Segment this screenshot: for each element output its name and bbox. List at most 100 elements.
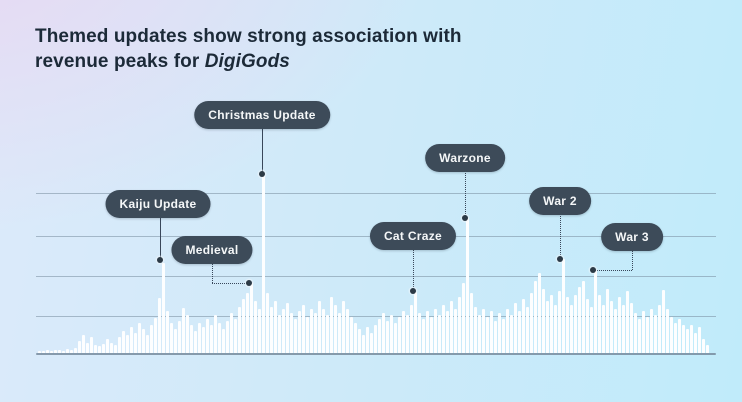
revenue-bar — [74, 348, 77, 353]
annotation-pill-christmas-update: Christmas Update — [194, 101, 330, 129]
gridline — [36, 316, 716, 317]
revenue-bar — [594, 270, 597, 353]
revenue-bar — [166, 311, 169, 353]
annotation-dot-warzone — [462, 215, 468, 221]
revenue-bar — [154, 318, 157, 353]
revenue-bar — [582, 281, 585, 353]
revenue-bar — [266, 293, 269, 353]
annotation-pill-war-2: War 2 — [529, 187, 591, 215]
revenue-bar — [506, 309, 509, 353]
revenue-bar — [526, 307, 529, 353]
revenue-bar — [242, 299, 245, 353]
revenue-bar — [122, 331, 125, 353]
revenue-bar — [110, 343, 113, 353]
revenue-bar — [202, 327, 205, 353]
revenue-bar — [486, 317, 489, 353]
revenue-bar — [42, 351, 45, 353]
revenue-bar — [482, 309, 485, 353]
revenue-bar — [218, 323, 221, 353]
annotation-connector-warzone — [465, 171, 466, 218]
annotation-dot-cat-craze — [410, 288, 416, 294]
revenue-bar — [70, 350, 73, 353]
revenue-bar — [226, 321, 229, 353]
revenue-bar — [646, 317, 649, 353]
revenue-bar — [350, 317, 353, 353]
revenue-bar — [442, 305, 445, 353]
revenue-bar — [434, 309, 437, 353]
revenue-bar — [310, 309, 313, 353]
revenue-bar — [150, 325, 153, 353]
revenue-bar — [618, 297, 621, 353]
revenue-bar — [362, 335, 365, 353]
revenue-bar — [78, 341, 81, 353]
revenue-bar — [194, 331, 197, 353]
revenue-bar — [182, 308, 185, 353]
revenue-bar — [186, 315, 189, 353]
revenue-bar — [670, 317, 673, 353]
revenue-bar — [570, 305, 573, 353]
revenue-bar — [106, 339, 109, 353]
revenue-bar — [198, 323, 201, 353]
revenue-bar — [586, 299, 589, 353]
revenue-bar — [370, 333, 373, 353]
revenue-bar — [430, 317, 433, 353]
revenue-bar — [126, 335, 129, 353]
revenue-bar — [90, 337, 93, 353]
revenue-bar — [94, 345, 97, 353]
revenue-bar — [626, 291, 629, 353]
revenue-bar — [214, 315, 217, 353]
revenue-bar — [378, 319, 381, 353]
annotation-connector-elbow-medieval — [212, 283, 249, 284]
revenue-bar — [46, 350, 49, 353]
revenue-bar — [346, 309, 349, 353]
annotation-connector-war-3 — [632, 250, 633, 270]
revenue-bar — [578, 287, 581, 353]
x-axis-line — [36, 353, 716, 355]
revenue-bar — [50, 351, 53, 353]
annotation-dot-medieval — [246, 280, 252, 286]
revenue-bar — [62, 351, 65, 353]
gridline — [36, 193, 716, 194]
revenue-bar — [538, 273, 541, 353]
revenue-bar — [426, 311, 429, 353]
revenue-bar — [66, 349, 69, 353]
annotation-dot-war-2 — [557, 256, 563, 262]
revenue-bar — [294, 319, 297, 353]
revenue-bar — [478, 315, 481, 353]
revenue-bar — [682, 325, 685, 353]
revenue-bar — [386, 321, 389, 353]
revenue-bar — [262, 175, 265, 353]
revenue-bar — [330, 297, 333, 353]
revenue-bar — [522, 299, 525, 353]
revenue-bar — [382, 313, 385, 353]
gridline — [36, 276, 716, 277]
annotation-dot-kaiju-update — [157, 257, 163, 263]
annotation-connector-christmas-update — [262, 128, 263, 174]
chart-title-line2: revenue peaks for — [35, 51, 205, 73]
revenue-bar — [690, 325, 693, 353]
revenue-bar — [54, 350, 57, 353]
revenue-bar — [342, 301, 345, 353]
revenue-bar — [222, 329, 225, 353]
revenue-bar — [694, 333, 697, 353]
revenue-bar — [274, 301, 277, 353]
revenue-bar — [114, 345, 117, 353]
revenue-bar — [206, 319, 209, 353]
revenue-bar — [306, 317, 309, 353]
revenue-bar — [374, 325, 377, 353]
revenue-bar — [550, 295, 553, 353]
revenue-bar — [474, 307, 477, 353]
revenue-bar — [414, 292, 417, 353]
revenue-bar — [498, 313, 501, 353]
revenue-bar — [606, 289, 609, 353]
revenue-bar — [314, 313, 317, 353]
revenue-bar — [410, 305, 413, 353]
revenue-bar — [674, 323, 677, 353]
annotation-connector-war-2 — [560, 214, 561, 259]
revenue-bar — [238, 307, 241, 353]
revenue-bar — [634, 313, 637, 353]
annotation-pill-kaiju-update: Kaiju Update — [105, 190, 211, 218]
revenue-bar — [98, 346, 101, 353]
annotation-pill-cat-craze: Cat Craze — [369, 222, 457, 250]
